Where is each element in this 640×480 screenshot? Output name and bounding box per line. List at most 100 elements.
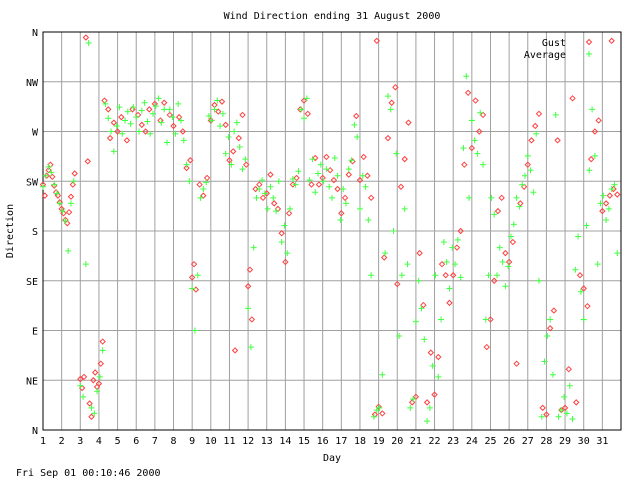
average-point (605, 205, 612, 212)
x-tick-label: 27 (522, 436, 534, 447)
gust-point (43, 172, 50, 179)
gust-point (229, 148, 237, 155)
gust-point (576, 272, 584, 279)
legend-plus-icon (586, 51, 592, 57)
gust-point (338, 210, 345, 217)
average-point (552, 111, 559, 118)
average-point (410, 396, 417, 403)
average-point (362, 183, 369, 190)
average-point (233, 119, 240, 126)
average-point (477, 109, 484, 116)
average-point (572, 266, 579, 273)
average-point (491, 211, 498, 218)
x-tick-label: 17 (335, 436, 347, 447)
average-point (144, 118, 151, 125)
average-point (348, 157, 355, 164)
gust-point (435, 353, 442, 361)
gust-point (110, 119, 118, 126)
gust-point (431, 391, 438, 398)
average-point (600, 192, 607, 199)
average-point (569, 415, 576, 422)
gust-point (614, 191, 621, 198)
average-point (250, 244, 257, 251)
average-point (331, 155, 338, 162)
average-point (301, 115, 308, 122)
gust-point (461, 161, 468, 168)
average-point (365, 216, 372, 223)
average-point (42, 172, 49, 179)
x-tick-label: 26 (503, 436, 515, 447)
x-tick-label: 1 (40, 436, 46, 447)
average-point (158, 119, 165, 126)
x-tick-label: 21 (410, 436, 422, 447)
gust-point (297, 106, 304, 113)
average-point (563, 410, 570, 417)
average-point (421, 336, 428, 343)
x-tick-label: 18 (354, 436, 366, 447)
average-point (527, 167, 534, 174)
gust-point (239, 111, 246, 119)
average-point (242, 156, 249, 163)
x-tick-label: 8 (171, 436, 177, 447)
gust-point (580, 285, 587, 292)
average-point (163, 139, 170, 146)
gust-point (491, 277, 498, 284)
y-tick-label: NW (26, 78, 39, 89)
average-point (356, 205, 363, 212)
average-point (96, 373, 103, 380)
average-point (521, 172, 528, 179)
average-point (289, 176, 296, 183)
legend-marker-average (586, 51, 592, 57)
gust-point (498, 194, 505, 202)
average-point (303, 95, 310, 102)
gust-point (71, 170, 78, 177)
x-tick-label: 12 (242, 436, 254, 447)
average-point (418, 305, 425, 312)
gust-point (505, 258, 513, 266)
timestamp-footer: Fri Sep 01 00:10:46 2000 (16, 468, 161, 479)
average-point (105, 115, 112, 122)
average-point (82, 261, 89, 268)
average-point (253, 194, 260, 201)
average-point (150, 110, 157, 117)
gust-point (373, 37, 380, 45)
gust-point (334, 185, 341, 193)
average-point (94, 388, 101, 395)
average-point (354, 134, 361, 141)
gust-point (86, 400, 93, 407)
average-point (278, 239, 285, 246)
gust-point (408, 399, 416, 406)
average-point (228, 161, 235, 168)
average-point (259, 177, 266, 184)
average-point (214, 97, 221, 104)
gust-point (345, 171, 352, 178)
gust-point (106, 134, 114, 142)
x-tick-label: 25 (484, 436, 496, 447)
average-point (390, 228, 397, 234)
gust-point (326, 166, 334, 174)
gust-point (550, 307, 558, 314)
average-point (396, 333, 403, 340)
gust-point (543, 411, 550, 418)
average-point (45, 163, 52, 170)
x-tick-label: 20 (391, 436, 403, 447)
average-point (549, 371, 556, 378)
gust-point (170, 122, 177, 130)
average-point (231, 128, 238, 135)
gust-point (349, 158, 356, 165)
gust-point (330, 176, 338, 184)
average-point (435, 373, 442, 380)
x-tick-label: 7 (152, 436, 158, 447)
gust-point (190, 260, 198, 268)
gust-point (380, 254, 388, 261)
x-tick-label: 3 (77, 436, 83, 447)
average-point (256, 185, 263, 192)
gust-point (468, 144, 476, 152)
average-point (287, 205, 294, 212)
gust-point (392, 84, 399, 91)
gust-point (82, 34, 90, 41)
average-point (67, 200, 74, 207)
gust-point (187, 157, 194, 164)
x-tick-label: 6 (133, 436, 139, 447)
gust-point (118, 113, 125, 121)
